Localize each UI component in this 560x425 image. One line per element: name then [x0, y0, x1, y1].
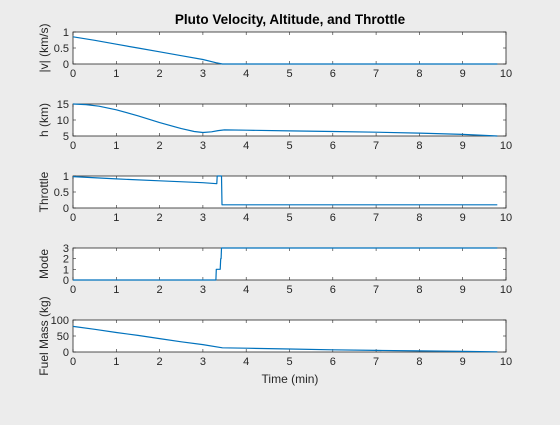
x-tick-label: 6 — [330, 356, 336, 368]
x-tick-label: 4 — [243, 356, 249, 368]
x-tick-label: 2 — [157, 284, 163, 296]
x-tick-label: 9 — [460, 284, 466, 296]
x-tick-label: 6 — [330, 68, 336, 80]
x-tick-label: 5 — [286, 212, 292, 224]
y-tick-label: 0 — [63, 347, 69, 359]
plot-area — [72, 31, 507, 65]
x-tick-label: 4 — [243, 284, 249, 296]
x-tick-label: 8 — [416, 212, 422, 224]
x-tick-label: 1 — [113, 284, 119, 296]
y-tick-label: 0 — [63, 59, 69, 71]
series-line — [72, 103, 498, 137]
x-tick-label: 9 — [460, 212, 466, 224]
x-tick-label: 7 — [373, 140, 379, 152]
x-tick-label: 0 — [70, 140, 76, 152]
y-tick-label: 1 — [63, 264, 69, 276]
x-tick-label: 7 — [373, 212, 379, 224]
series-line — [72, 36, 498, 65]
y-tick-label: 0.5 — [54, 187, 69, 199]
x-tick-label: 0 — [70, 68, 76, 80]
subplot-1: 0 1 2 3 4 5 6 7 8 9 10 0 0.5 1 |v| (km/s) — [37, 24, 512, 80]
y-tick-label: 0 — [63, 275, 69, 287]
y-axis-label: Mode — [37, 249, 51, 279]
x-tick-label: 0 — [70, 212, 76, 224]
y-tick-label: 0.5 — [54, 43, 69, 55]
y-tick-label: 5 — [63, 131, 69, 143]
x-tick-label: 5 — [286, 284, 292, 296]
y-tick-label: 3 — [63, 243, 69, 255]
x-tick-label: 8 — [416, 68, 422, 80]
x-tick-label: 1 — [113, 68, 119, 80]
chart-title: Pluto Velocity, Altitude, and Throttle — [175, 12, 406, 27]
y-tick-label: 1 — [63, 27, 69, 39]
x-tick-label: 8 — [416, 356, 422, 368]
x-tick-label: 3 — [200, 356, 206, 368]
x-tick-label: 3 — [200, 68, 206, 80]
x-tick-label: 1 — [113, 140, 119, 152]
y-tick-label: 2 — [63, 254, 69, 266]
x-tick-label: 6 — [330, 212, 336, 224]
x-tick-label: 5 — [286, 68, 292, 80]
x-tick-label: 10 — [500, 284, 512, 296]
x-tick-label: 2 — [157, 68, 163, 80]
x-tick-label: 4 — [243, 212, 249, 224]
x-tick-label: 5 — [286, 140, 292, 152]
y-tick-label: 50 — [57, 331, 69, 343]
x-tick-label: 7 — [373, 284, 379, 296]
plot-area — [72, 247, 507, 281]
x-tick-label: 1 — [113, 356, 119, 368]
y-axis-label: Throttle — [37, 171, 51, 212]
x-tick-label: 2 — [157, 140, 163, 152]
x-tick-label: 10 — [500, 68, 512, 80]
y-tick-label: 1 — [63, 171, 69, 183]
x-tick-label: 4 — [243, 68, 249, 80]
x-tick-label: 2 — [157, 356, 163, 368]
y-tick-label: 0 — [63, 203, 69, 215]
y-tick-label: 15 — [57, 99, 69, 111]
x-tick-label: 0 — [70, 284, 76, 296]
x-tick-label: 7 — [373, 68, 379, 80]
x-tick-label: 6 — [330, 284, 336, 296]
x-tick-label: 3 — [200, 140, 206, 152]
x-tick-label: 3 — [200, 212, 206, 224]
x-tick-label: 2 — [157, 212, 163, 224]
series-line — [72, 325, 498, 353]
x-tick-label: 8 — [416, 140, 422, 152]
subplot-2: 0 1 2 3 4 5 6 7 8 9 10 5 10 15 h (km) — [37, 99, 512, 152]
x-tick-label: 7 — [373, 356, 379, 368]
y-axis-label: |v| (km/s) — [37, 24, 51, 73]
x-tick-label: 6 — [330, 140, 336, 152]
series-line — [73, 247, 498, 281]
plot-area — [72, 175, 507, 209]
x-tick-label: 9 — [460, 356, 466, 368]
x-tick-label: 10 — [500, 212, 512, 224]
x-tick-label: 9 — [460, 68, 466, 80]
x-tick-label: 10 — [500, 356, 512, 368]
x-tick-label: 5 — [286, 356, 292, 368]
x-tick-label: 3 — [200, 284, 206, 296]
series-line — [72, 175, 498, 206]
x-tick-label: 4 — [243, 140, 249, 152]
x-tick-label: 1 — [113, 212, 119, 224]
x-tick-label: 10 — [500, 140, 512, 152]
x-tick-label: 9 — [460, 140, 466, 152]
x-tick-label: 8 — [416, 284, 422, 296]
y-tick-label: 10 — [57, 115, 69, 127]
y-axis-label: Fuel Mass (kg) — [37, 296, 51, 375]
y-axis-label: h (km) — [37, 103, 51, 137]
subplot-3: 0 1 2 3 4 5 6 7 8 9 10 0 0.5 1 Throttle — [37, 171, 512, 224]
x-axis-label: Time (min) — [262, 372, 319, 386]
y-tick-label: 100 — [51, 315, 69, 327]
x-tick-label: 0 — [70, 356, 76, 368]
